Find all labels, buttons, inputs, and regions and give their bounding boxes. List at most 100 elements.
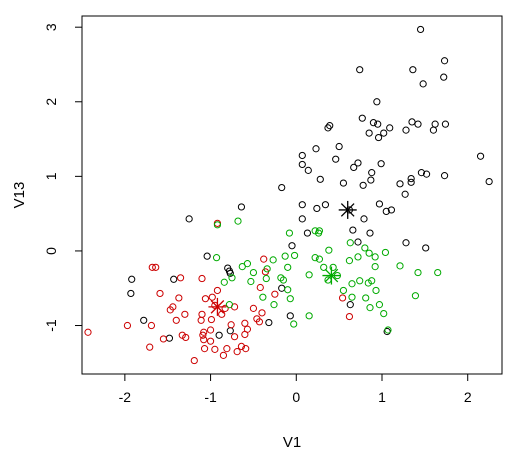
data-point: [212, 254, 221, 262]
data-point: [383, 327, 391, 336]
data-point: [285, 229, 294, 237]
x-axis-label: V1: [283, 434, 301, 451]
x-tick-label: 1: [378, 389, 386, 405]
data-point: [356, 66, 364, 74]
data-point: [375, 301, 384, 309]
data-point: [414, 120, 422, 128]
data-point: [485, 177, 493, 186]
centroid-star: [322, 266, 341, 285]
data-point: [384, 326, 392, 334]
data-point: [286, 295, 294, 303]
data-point: [386, 124, 394, 132]
data-point: [233, 348, 241, 356]
data-point: [311, 254, 319, 262]
data-point: [345, 312, 354, 321]
data-point: [146, 343, 154, 351]
data-point: [228, 274, 236, 282]
data-point: [305, 271, 313, 279]
data-point: [198, 274, 206, 283]
data-point: [305, 312, 313, 320]
data-point: [332, 155, 340, 163]
data-point: [172, 316, 180, 324]
data-point: [402, 239, 410, 247]
data-point: [354, 238, 362, 246]
data-point: [381, 248, 390, 257]
data-point: [255, 318, 264, 326]
y-tick-label: 0: [43, 247, 59, 255]
data-point: [409, 66, 417, 74]
data-point: [284, 263, 292, 271]
data-point: [156, 289, 164, 298]
y-axis: -1 0 1 2 3: [43, 23, 82, 332]
data-point: [259, 293, 267, 301]
data-point: [350, 163, 358, 172]
data-point: [175, 294, 183, 302]
data-point: [356, 277, 364, 285]
data-point: [382, 207, 390, 216]
data-point: [262, 274, 270, 283]
data-point: [249, 268, 258, 277]
data-point: [278, 183, 286, 192]
data-point: [215, 331, 223, 339]
data-point: [354, 253, 362, 261]
data-point: [358, 114, 366, 122]
data-point: [176, 274, 185, 282]
data-point: [315, 255, 324, 263]
data-point: [369, 119, 378, 127]
data-point: [199, 331, 207, 339]
data-point: [345, 257, 354, 265]
data-point: [159, 335, 168, 343]
data-point: [325, 246, 333, 254]
centroid-star: [338, 200, 357, 219]
data-point: [265, 318, 273, 327]
data-point: [201, 295, 210, 303]
plot-frame: [81, 15, 503, 375]
data-point: [407, 178, 415, 186]
data-point: [200, 328, 208, 336]
data-point: [408, 118, 416, 126]
data-point: [440, 172, 449, 180]
data-point: [365, 249, 373, 257]
y-tick-label: -1: [43, 319, 59, 332]
data-point: [271, 290, 279, 298]
data-point: [407, 174, 415, 183]
data-point: [396, 262, 404, 270]
data-point: [431, 120, 439, 128]
data-point: [165, 334, 174, 342]
data-point: [218, 310, 226, 318]
data-point: [242, 345, 250, 353]
data-point: [321, 201, 330, 209]
data-point: [349, 226, 357, 234]
data-point: [298, 151, 306, 160]
data-point: [288, 242, 296, 250]
data-point: [422, 170, 431, 178]
data-point: [225, 301, 234, 309]
data-point: [203, 252, 211, 260]
data-point: [329, 263, 337, 271]
data-point: [241, 319, 249, 327]
x-tick-label: -1: [204, 389, 217, 405]
data-point: [206, 337, 215, 345]
data-point: [190, 356, 198, 365]
data-point: [316, 175, 324, 183]
data-point: [361, 244, 369, 252]
data-point: [374, 120, 382, 128]
data-point: [249, 304, 258, 312]
data-point: [220, 278, 228, 286]
data-point: [411, 292, 420, 300]
data-point: [354, 159, 362, 167]
data-point: [207, 315, 216, 324]
data-point: [298, 215, 306, 223]
data-point: [230, 333, 239, 341]
data-point: [303, 229, 312, 237]
data-point: [401, 190, 409, 198]
data-point: [226, 269, 234, 277]
data-point: [368, 169, 376, 177]
data-point: [371, 263, 379, 271]
data-point: [290, 320, 298, 328]
data-point: [441, 120, 450, 128]
data-point: [419, 80, 427, 88]
centroid-star: [208, 297, 227, 316]
data-point: [269, 256, 277, 264]
